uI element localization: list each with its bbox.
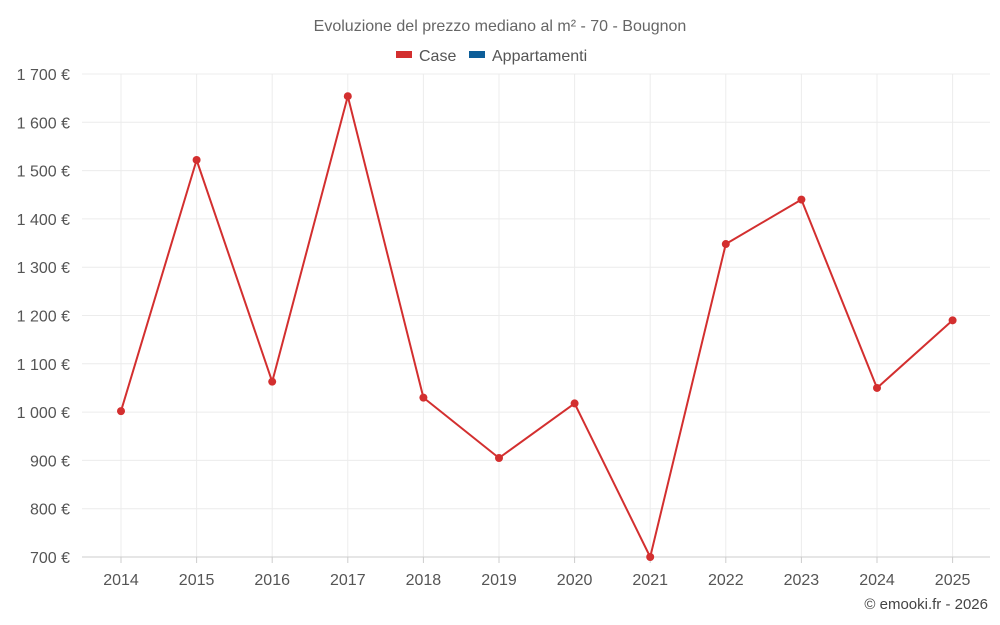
legend-label-case: Case	[419, 48, 456, 65]
x-tick-label: 2024	[859, 572, 895, 589]
x-tick-label: 2022	[708, 572, 744, 589]
data-point[interactable]	[268, 377, 277, 386]
x-tick-label: 2018	[406, 572, 442, 589]
x-tick-labels: 2014 2015 2016 2017 2018 2019 2020 2021 2022 2023…	[103, 572, 970, 589]
data-point[interactable]	[495, 453, 503, 462]
legend-swatch-appartamenti	[469, 51, 485, 58]
axes	[82, 556, 990, 563]
series-case	[117, 92, 957, 561]
x-tick-label: 2014	[103, 572, 139, 589]
data-point[interactable]	[873, 383, 881, 392]
y-tick-label: 1 200 €	[17, 309, 70, 326]
x-tick-label: 2015	[179, 572, 215, 589]
data-point[interactable]	[797, 195, 806, 204]
data-point[interactable]	[570, 399, 579, 408]
data-point[interactable]	[192, 155, 201, 164]
x-tick-label: 2017	[330, 572, 366, 589]
x-tick-label: 2016	[254, 572, 290, 589]
series-line	[120, 95, 954, 558]
legend-item-case[interactable]: Case	[396, 48, 456, 65]
y-tick-label: 1 000 €	[17, 405, 70, 422]
data-point[interactable]	[721, 240, 730, 249]
legend-item-appartamenti[interactable]: Appartamenti	[469, 48, 587, 65]
y-tick-label: 1 700 €	[17, 67, 70, 84]
legend-swatch-case	[396, 51, 412, 58]
y-tick-label: 1 600 €	[17, 115, 70, 132]
x-tick-label: 2019	[481, 572, 517, 589]
legend-label-appartamenti: Appartamenti	[492, 48, 587, 65]
x-tick-label: 2020	[557, 572, 593, 589]
grid-lines	[82, 73, 990, 558]
y-tick-label: 700 €	[30, 550, 70, 567]
data-point[interactable]	[646, 553, 655, 561]
y-tick-label: 900 €	[30, 453, 70, 470]
credit-text: © emooki.fr - 2026	[864, 596, 988, 613]
data-point[interactable]	[419, 393, 428, 402]
y-tick-labels: 700 € 800 € 900 € 1 000 € 1 100 € 1 200 € 1 30…	[17, 67, 70, 567]
y-tick-label: 1 500 €	[17, 164, 70, 181]
data-point[interactable]	[948, 316, 957, 325]
x-tick-label: 2023	[784, 572, 820, 589]
y-tick-label: 1 100 €	[17, 357, 70, 374]
y-tick-label: 800 €	[30, 502, 70, 519]
data-point[interactable]	[117, 407, 125, 416]
legend: Case Appartamenti	[396, 48, 587, 65]
y-tick-label: 1 300 €	[17, 260, 70, 277]
y-tick-label: 1 400 €	[17, 212, 70, 229]
x-tick-label: 2021	[632, 572, 668, 589]
x-tick-label: 2025	[935, 572, 971, 589]
chart-title: Evoluzione del prezzo mediano al m² - 70…	[314, 18, 687, 35]
data-point[interactable]	[343, 92, 352, 101]
